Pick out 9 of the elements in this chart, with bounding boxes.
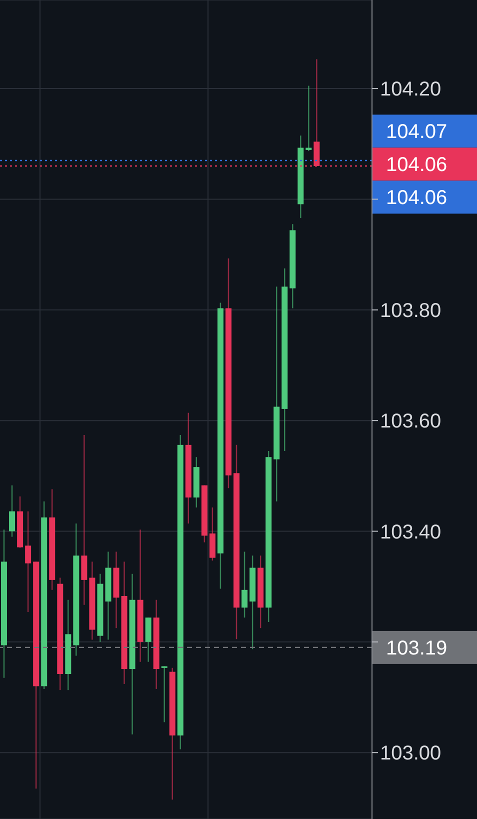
ref-line-label: 103.19 (386, 637, 448, 660)
ref-line-label: 104.06 (386, 154, 448, 176)
y-tick-label: 103.80 (380, 300, 442, 322)
y-tick-label: 104.20 (380, 78, 442, 101)
y-tick-label: 103.40 (380, 521, 442, 544)
ref-line-label: 104.07 (386, 121, 448, 144)
y-tick-label: 103.00 (380, 742, 442, 765)
text: 104.06 (386, 187, 448, 210)
y-tick-label: 103.60 (380, 410, 442, 433)
